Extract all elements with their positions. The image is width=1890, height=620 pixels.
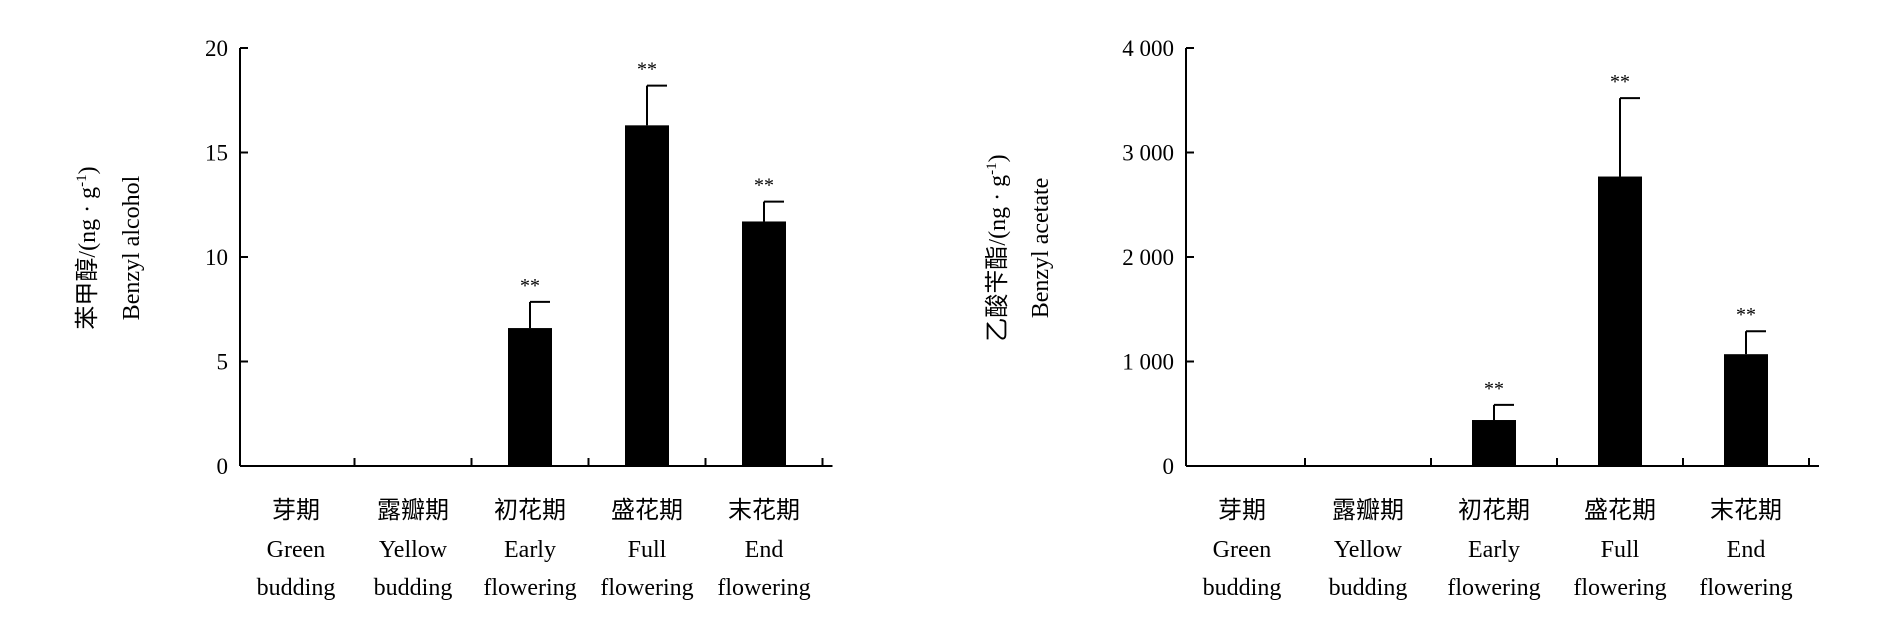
x-category-label-en: Yellow xyxy=(379,537,448,563)
y-tick-label: 5 xyxy=(217,350,229,375)
x-category-label-en: flowering xyxy=(717,575,810,601)
y-tick-label: 4 000 xyxy=(1122,36,1174,61)
x-category-label-en: Full xyxy=(628,537,667,563)
x-category-label-en: budding xyxy=(257,575,336,601)
x-category-label-en: budding xyxy=(1203,575,1282,601)
significance-label: ** xyxy=(637,59,657,81)
bar xyxy=(742,221,786,466)
bar xyxy=(1598,176,1642,466)
bar xyxy=(1472,420,1516,466)
x-category-label-en: budding xyxy=(1329,575,1408,601)
significance-label: ** xyxy=(520,275,540,297)
y-axis-label-en: Benzyl alcohol xyxy=(119,175,145,320)
y-tick-label: 3 000 xyxy=(1122,141,1174,166)
x-category-label-en: Full xyxy=(1601,537,1640,563)
x-category-label-en: flowering xyxy=(600,575,693,601)
x-category-label-en: flowering xyxy=(483,575,576,601)
y-axis-label-cn: 乙酸苄酯/(ng · g-1) xyxy=(984,154,1011,341)
x-category-label-en: Green xyxy=(1213,537,1272,563)
significance-label: ** xyxy=(1610,71,1630,93)
x-category-label-cn: 初花期 xyxy=(494,497,566,524)
significance-label: ** xyxy=(1484,378,1504,400)
x-category-label-en: flowering xyxy=(1573,575,1666,601)
chart-benzyl-acetate: 0 1 000 2 000 3 000 4 000 芽期 Green budding 露瓣期 Ye… xyxy=(984,36,1819,601)
y-tick-label: 2 000 xyxy=(1122,245,1174,270)
x-category-label-cn: 芽期 xyxy=(1218,497,1266,524)
y-axis-label-cn-text: 苯甲醇/(ng · g xyxy=(74,187,101,330)
x-category-label-cn: 末花期 xyxy=(728,497,800,524)
bar xyxy=(1724,354,1768,466)
significance-label: ** xyxy=(1736,304,1756,326)
x-category-label-en: End xyxy=(745,537,784,563)
x-category-label-cn: 露瓣期 xyxy=(1332,497,1404,524)
x-category-label-en: budding xyxy=(374,575,453,601)
y-axis-label-cn-text: 乙酸苄酯/(ng · g xyxy=(984,175,1011,342)
x-category-label-cn: 盛花期 xyxy=(1584,497,1656,524)
y-tick-label: 0 xyxy=(1163,454,1175,479)
significance-label: ** xyxy=(754,175,774,197)
bar xyxy=(625,125,669,466)
y-axis-label-close: ) xyxy=(75,166,101,174)
y-axis-label-cn: 苯甲醇/(ng · g-1) xyxy=(74,166,101,329)
chart-benzyl-alcohol: 0 5 10 15 20 芽期 Green budding 露瓣期 Yellow budding **… xyxy=(74,36,833,601)
y-axis-label-close: ) xyxy=(985,154,1011,162)
y-axis-label-en: Benzyl acetate xyxy=(1028,178,1054,319)
x-category-label-cn: 盛花期 xyxy=(611,497,683,524)
x-category-label-en: flowering xyxy=(1447,575,1540,601)
y-tick-label: 15 xyxy=(205,141,228,166)
y-tick-label: 1 000 xyxy=(1122,350,1174,375)
y-tick-label: 0 xyxy=(217,454,229,479)
y-axis-label-unit-sup: -1 xyxy=(74,174,90,187)
x-category-label-en: flowering xyxy=(1699,575,1792,601)
bar xyxy=(508,328,552,466)
y-axis-label-unit-sup: -1 xyxy=(984,162,1000,175)
y-tick-label: 10 xyxy=(205,245,228,270)
x-category-label-cn: 末花期 xyxy=(1710,497,1782,524)
x-category-label-en: Green xyxy=(267,537,326,563)
x-category-label-cn: 芽期 xyxy=(272,497,320,524)
x-category-label-en: Early xyxy=(504,537,556,563)
x-category-label-en: Yellow xyxy=(1334,537,1403,563)
x-category-label-en: Early xyxy=(1468,537,1520,563)
x-category-label-cn: 露瓣期 xyxy=(377,497,449,524)
x-category-label-cn: 初花期 xyxy=(1458,497,1530,524)
y-tick-label: 20 xyxy=(205,36,228,61)
x-category-label-en: End xyxy=(1727,537,1766,563)
